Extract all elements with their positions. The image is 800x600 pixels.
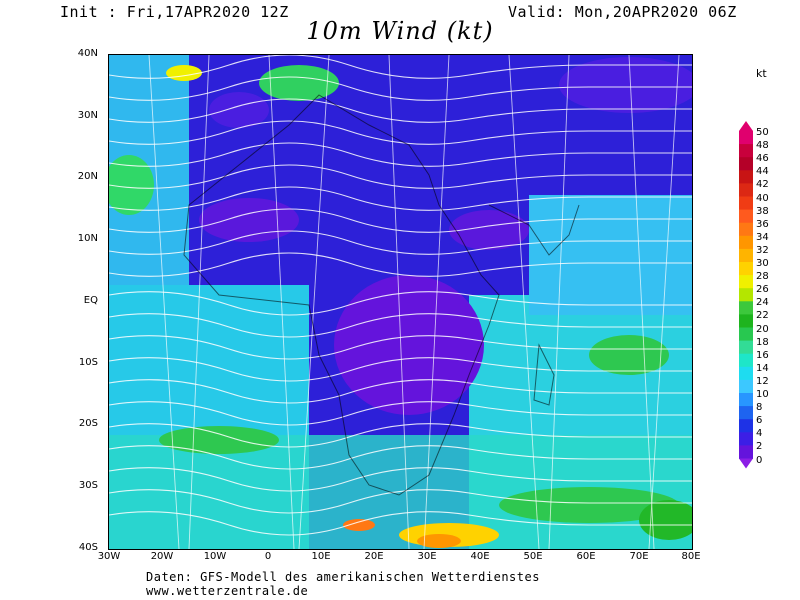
- color-bar-label: 32: [756, 244, 769, 256]
- color-bar-label: 8: [756, 402, 763, 414]
- color-bar-segment: [739, 301, 753, 315]
- color-bar-segment: [739, 170, 753, 184]
- color-bar-segment: [739, 144, 753, 158]
- color-bar-cap-top: [739, 121, 753, 131]
- lat-label: 30N: [77, 110, 98, 121]
- color-bar-segment: [739, 288, 753, 302]
- color-bar-segment: [739, 235, 753, 250]
- color-bar-label: 16: [756, 349, 769, 361]
- lon-label: 40E: [470, 551, 490, 562]
- color-bar-label: 42: [756, 179, 769, 191]
- color-bar-label: 26: [756, 284, 769, 296]
- color-bar-label: 48: [756, 140, 769, 152]
- color-bar-label: 30: [756, 258, 769, 269]
- lon-label: 70E: [629, 551, 649, 562]
- color-bar-segment: [739, 340, 753, 355]
- data-source: Daten: GFS-Modell des amerikanischen Wet…: [146, 570, 540, 584]
- color-bar-segment: [739, 327, 753, 342]
- color-bar-segment: [739, 406, 753, 420]
- color-bar-label: 22: [756, 310, 769, 322]
- lon-label: 20E: [364, 551, 384, 562]
- color-bar-segment: [739, 432, 753, 446]
- color-bar-segment: [739, 353, 753, 368]
- lat-label: 10N: [77, 233, 98, 244]
- lon-label: 10E: [311, 551, 331, 562]
- color-bar-segment: [739, 157, 753, 171]
- color-bar: [739, 121, 753, 469]
- color-bar-segment: [739, 379, 753, 394]
- color-bar-label: 4: [756, 428, 763, 440]
- color-bar-label: 46: [756, 153, 769, 165]
- color-bar-label: 50: [756, 127, 769, 138]
- color-bar-label: 6: [756, 415, 763, 427]
- lat-label: 20S: [78, 418, 98, 429]
- valid-time: Valid: Mon,20APR2020 06Z: [508, 3, 737, 21]
- color-bar-segment: [739, 445, 753, 459]
- color-bar-segment: [739, 222, 753, 237]
- color-bar-segment: [739, 393, 753, 407]
- color-bar-cap-bottom: [739, 458, 753, 469]
- lon-label: 60E: [576, 551, 596, 562]
- color-bar-segment: [739, 275, 753, 289]
- color-bar-label: 28: [756, 271, 769, 283]
- color-bar-label: 24: [756, 297, 769, 309]
- color-bar-label: 18: [756, 336, 769, 348]
- lat-label: 20N: [77, 171, 98, 182]
- lon-label: 10W: [203, 551, 227, 562]
- lon-label: 0: [264, 551, 272, 562]
- website: www.wetterzentrale.de: [146, 584, 309, 598]
- color-bar-label: 2: [756, 441, 763, 453]
- lon-label: 30W: [97, 551, 121, 562]
- color-bar-label: 10: [756, 389, 769, 400]
- lat-label: 10S: [78, 357, 98, 368]
- color-bar-label: 20: [756, 323, 769, 335]
- map-title: 10m Wind (kt): [306, 17, 494, 45]
- color-bar-segment: [739, 262, 753, 276]
- color-bar-label: 36: [756, 218, 769, 230]
- lon-label: 50E: [523, 551, 543, 562]
- color-bar-label: 44: [756, 166, 769, 178]
- color-bar-segment: [739, 209, 753, 224]
- wind-map: [108, 54, 693, 550]
- lat-label: 30S: [78, 480, 98, 491]
- color-bar-segment: [739, 131, 753, 145]
- color-bar-segment: [739, 366, 753, 381]
- color-bar-segment: [739, 183, 753, 197]
- color-bar-label: 40: [756, 192, 769, 204]
- color-bar-label: 14: [756, 362, 769, 374]
- lon-label: 30E: [417, 551, 437, 562]
- lon-label: 80E: [681, 551, 701, 562]
- color-bar-segment: [739, 248, 753, 263]
- color-bar-segment: [739, 314, 753, 328]
- color-bar-segment: [739, 196, 753, 211]
- color-bar-label: 12: [756, 375, 769, 387]
- color-bar-segment: [739, 419, 753, 433]
- legend-unit: kt: [756, 67, 767, 80]
- color-bar-label: 38: [756, 205, 769, 217]
- lon-label: 20W: [150, 551, 174, 562]
- init-time: Init : Fri,17APR2020 12Z: [60, 3, 289, 21]
- lat-label: 40S: [78, 542, 98, 553]
- color-bar-label: 34: [756, 231, 769, 243]
- lat-label: EQ: [83, 295, 98, 306]
- lat-label: 40N: [77, 48, 98, 59]
- color-bar-label: 0: [756, 454, 763, 466]
